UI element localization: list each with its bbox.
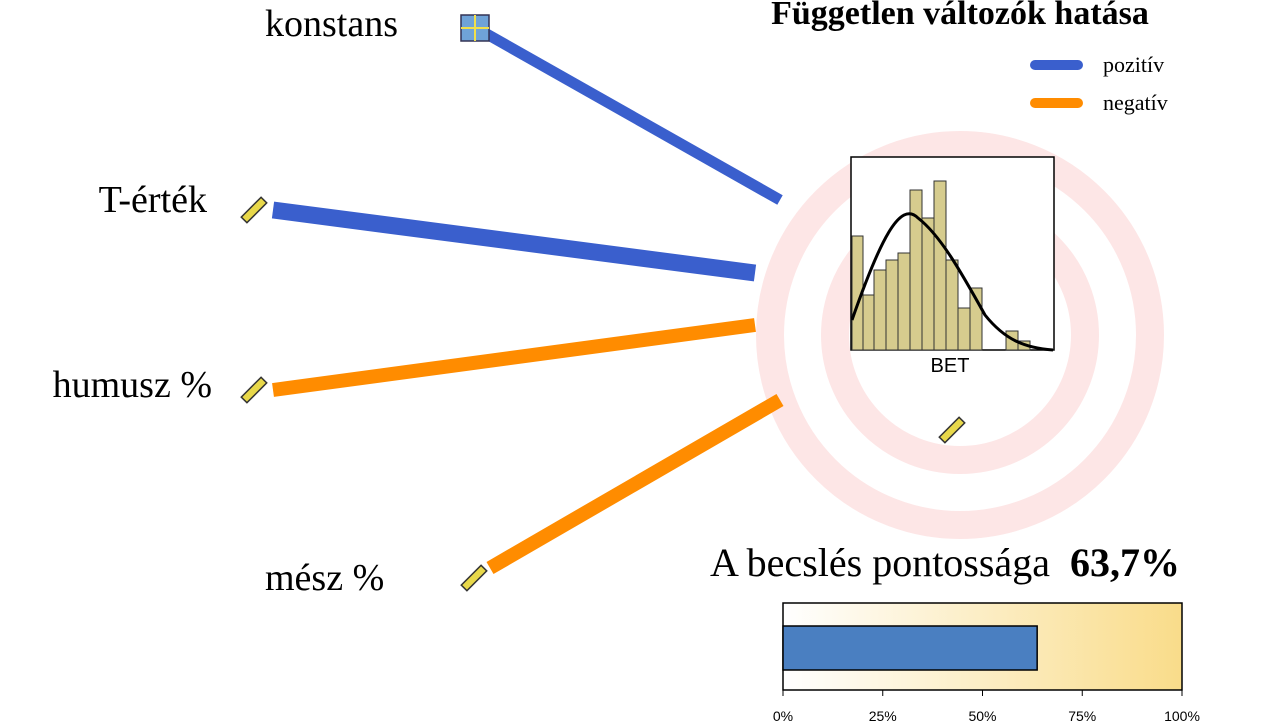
- predictor-line: [482, 28, 783, 205]
- predictor-line: [486, 393, 784, 575]
- predictor-label: mész %: [265, 557, 384, 599]
- predictor-line: [271, 201, 757, 282]
- histogram-icon: [850, 156, 1055, 352]
- scale-icon: [240, 196, 268, 224]
- scale-icon: [938, 416, 966, 444]
- predictor-label: konstans: [265, 3, 398, 45]
- scale-icon: [460, 564, 488, 592]
- accuracy-title: A becslés pontossága: [710, 540, 1050, 585]
- accuracy-bar: [782, 625, 1038, 671]
- predictor-label: T-érték: [99, 179, 207, 221]
- x-tick-label: 75%: [1068, 708, 1096, 724]
- accuracy-text: A becslés pontossága 63,7%: [710, 540, 1180, 585]
- x-tick-label: 0%: [773, 708, 793, 724]
- scale-icon: [240, 376, 268, 404]
- predictor-label: humusz %: [53, 364, 212, 406]
- x-tick-label: 25%: [869, 708, 897, 724]
- accuracy-value: 63,7%: [1070, 540, 1180, 585]
- constant-icon: [460, 14, 490, 42]
- target-label: BET: [931, 355, 970, 377]
- legend-label: pozitív: [1103, 52, 1164, 77]
- title: Független változók hatása: [771, 0, 1149, 32]
- legend-label: negatív: [1103, 90, 1168, 115]
- predictor-line: [272, 318, 756, 397]
- x-tick-label: 100%: [1164, 708, 1200, 724]
- x-tick-label: 50%: [968, 708, 996, 724]
